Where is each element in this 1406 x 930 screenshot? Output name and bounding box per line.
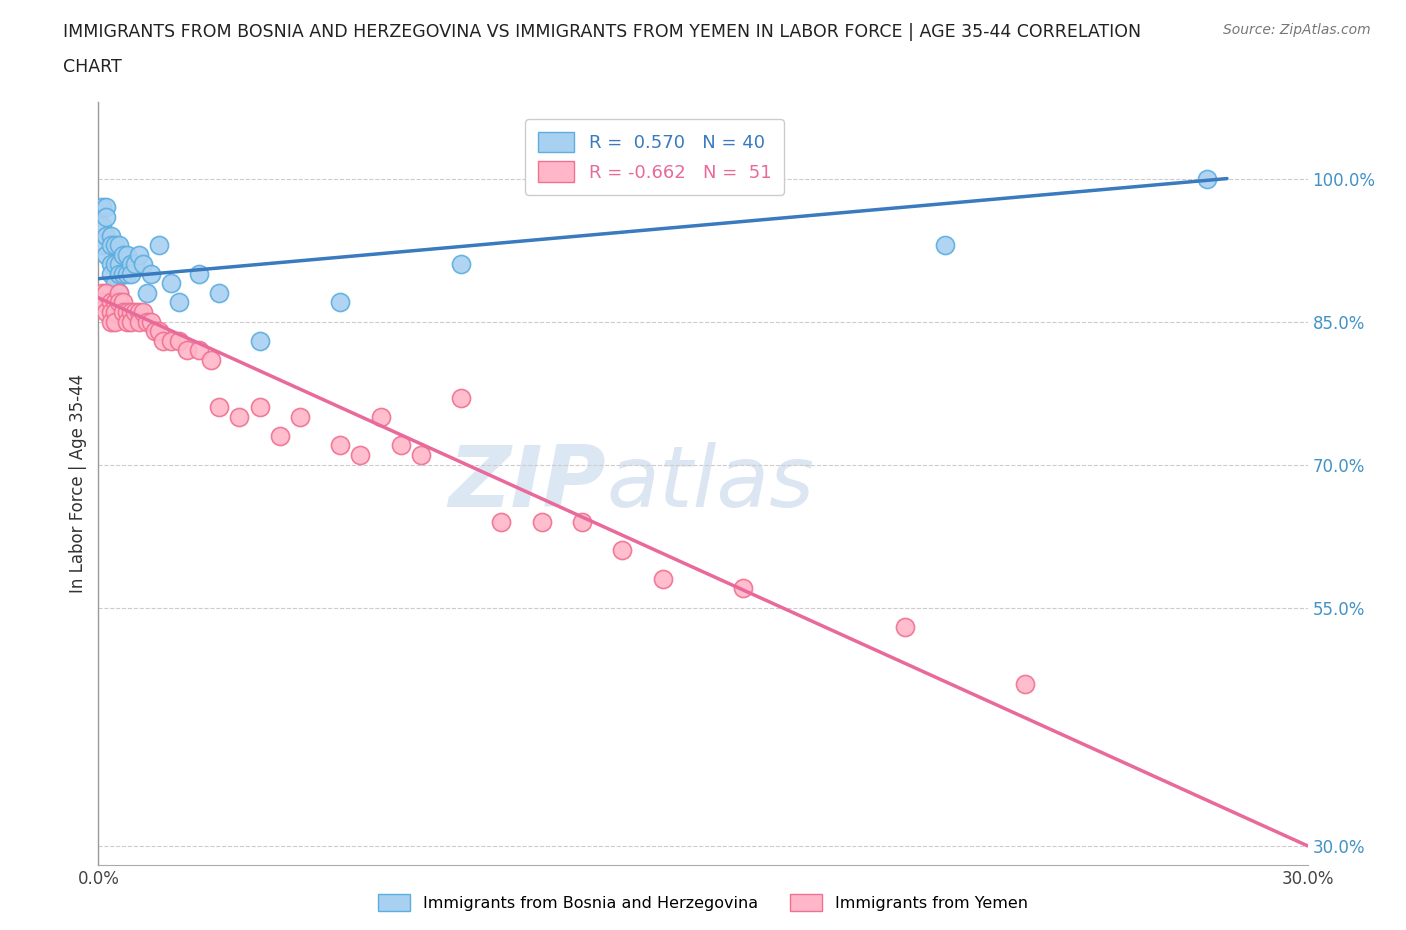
Point [329,438,352,453]
Point [176,343,198,358]
Point [100,229,122,244]
Point [96,200,118,215]
Point [100,238,122,253]
Point [100,295,122,310]
Point [152,333,174,348]
Point [91,295,114,310]
Point [160,333,183,348]
Point [200,352,222,367]
Point [160,276,183,291]
Point [349,447,371,462]
Point [103,276,125,291]
Point [269,429,291,444]
Point [249,400,271,415]
Point [100,267,122,282]
Point [111,267,134,282]
Point [208,286,231,300]
Point [96,209,118,224]
Point [103,238,125,253]
Point [167,333,190,348]
Point [167,295,190,310]
Point [651,571,673,587]
Point [143,324,166,339]
Point [188,343,211,358]
Point [107,267,129,282]
Point [571,514,593,529]
Point [111,247,134,262]
Point [91,219,114,233]
Point [450,257,472,272]
Point [128,305,150,320]
Point [409,447,432,462]
Legend: R =  0.570   N = 40, R = -0.662   N =  51: R = 0.570 N = 40, R = -0.662 N = 51 [526,119,785,195]
Point [120,267,142,282]
Point [1195,171,1218,186]
Point [115,247,138,262]
Point [893,619,915,634]
Point [249,333,271,348]
Point [100,305,122,320]
Point [128,247,150,262]
Point [91,286,114,300]
Point [733,581,755,596]
Point [124,257,146,272]
Point [103,295,125,310]
Point [139,314,162,329]
Point [96,305,118,320]
Point [100,286,122,300]
Text: atlas: atlas [606,442,814,525]
Point [111,295,134,310]
Point [491,514,513,529]
Point [370,409,392,424]
Point [188,267,211,282]
Point [107,286,129,300]
Point [91,200,114,215]
Point [96,229,118,244]
Point [107,295,129,310]
Point [107,257,129,272]
Point [450,391,472,405]
Point [115,267,138,282]
Point [139,267,162,282]
Point [389,438,412,453]
Point [96,247,118,262]
Point [132,257,155,272]
Text: CHART: CHART [63,58,122,75]
Point [128,314,150,329]
Point [103,257,125,272]
Point [135,286,157,300]
Point [228,409,250,424]
Point [148,238,170,253]
Point [100,257,122,272]
Text: IMMIGRANTS FROM BOSNIA AND HERZEGOVINA VS IMMIGRANTS FROM YEMEN IN LABOR FORCE |: IMMIGRANTS FROM BOSNIA AND HERZEGOVINA V… [63,23,1142,41]
Point [103,314,125,329]
Point [934,238,956,253]
Point [103,305,125,320]
Point [96,286,118,300]
Point [120,305,142,320]
Point [1014,676,1036,691]
Point [120,314,142,329]
Point [132,305,155,320]
Point [115,305,138,320]
Text: ZIP: ZIP [449,442,606,525]
Text: Source: ZipAtlas.com: Source: ZipAtlas.com [1223,23,1371,37]
Point [124,305,146,320]
Y-axis label: In Labor Force | Age 35-44: In Labor Force | Age 35-44 [69,374,87,593]
Point [120,257,142,272]
Point [612,543,634,558]
Point [107,238,129,253]
Point [329,295,352,310]
Point [107,286,129,300]
Point [111,305,134,320]
Point [135,314,157,329]
Point [208,400,231,415]
Point [115,314,138,329]
Point [288,409,311,424]
Point [148,324,170,339]
Point [91,238,114,253]
Legend: Immigrants from Bosnia and Herzegovina, Immigrants from Yemen: Immigrants from Bosnia and Herzegovina, … [371,888,1035,917]
Point [100,314,122,329]
Point [530,514,553,529]
